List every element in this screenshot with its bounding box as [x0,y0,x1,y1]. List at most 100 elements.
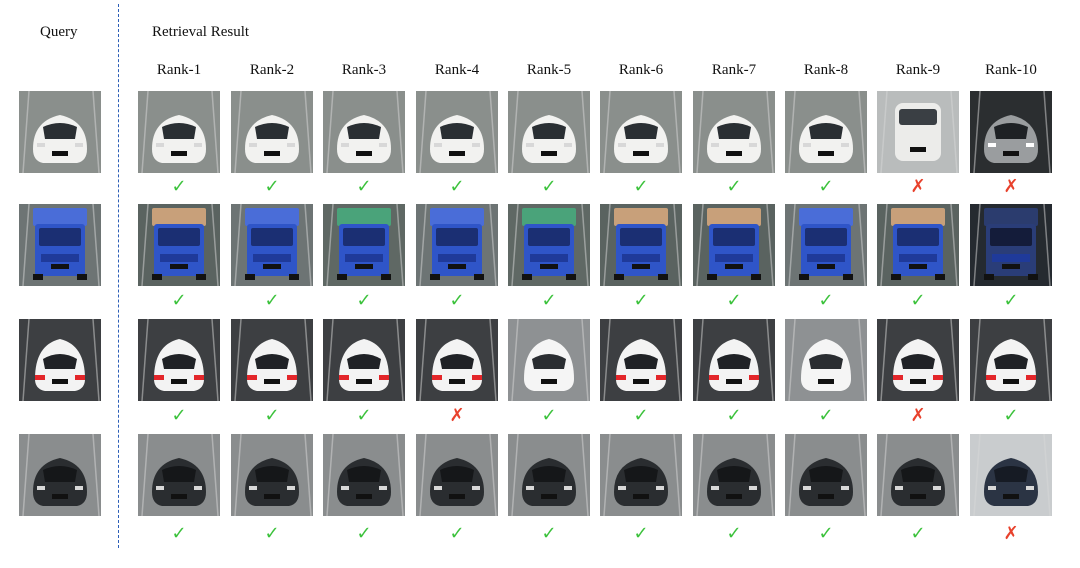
check-icon: ✓ [633,176,649,197]
result-image [323,319,405,401]
query-column-label: Query [40,24,78,40]
vehicle-thumbnail [785,204,867,286]
vehicle-thumbnail [19,434,101,516]
check-icon: ✓ [910,523,926,544]
vehicle-thumbnail [323,434,405,516]
vehicle-thumbnail [416,91,498,173]
check-icon: ✓ [171,523,187,544]
result-image [138,319,220,401]
vehicle-thumbnail [19,319,101,401]
rank-label-1: Rank-1 [156,62,202,78]
cross-icon: ✗ [1003,523,1019,544]
rank-label-5: Rank-5 [526,62,572,78]
result-image [138,434,220,516]
check-icon: ✓ [818,405,834,426]
result-image [970,319,1052,401]
cross-icon: ✗ [1003,176,1019,197]
result-image [508,434,590,516]
vehicle-thumbnail [231,434,313,516]
vehicle-thumbnail [970,204,1052,286]
vehicle-thumbnail [877,91,959,173]
check-icon: ✓ [818,290,834,311]
vehicle-thumbnail [138,91,220,173]
result-image [416,434,498,516]
check-icon: ✓ [171,290,187,311]
result-image [877,319,959,401]
vehicle-thumbnail [508,434,590,516]
result-image [138,91,220,173]
query-image [19,434,101,516]
cross-icon: ✗ [449,405,465,426]
check-icon: ✓ [726,405,742,426]
vehicle-thumbnail [785,319,867,401]
result-image [785,434,867,516]
result-image [785,91,867,173]
check-icon: ✓ [264,290,280,311]
check-icon: ✓ [726,176,742,197]
result-image [138,204,220,286]
result-image [970,204,1052,286]
vehicle-thumbnail [785,434,867,516]
check-icon: ✓ [633,523,649,544]
vehicle-thumbnail [138,319,220,401]
result-image [600,204,682,286]
check-icon: ✓ [449,290,465,311]
cross-icon: ✗ [910,405,926,426]
vehicle-thumbnail [138,204,220,286]
vehicle-thumbnail [138,434,220,516]
vehicle-thumbnail [693,204,775,286]
result-image [877,434,959,516]
check-icon: ✓ [541,290,557,311]
rank-label-3: Rank-3 [341,62,387,78]
rank-label-6: Rank-6 [618,62,664,78]
result-image [323,434,405,516]
vehicle-thumbnail [693,91,775,173]
query-image [19,204,101,286]
vehicle-thumbnail [508,204,590,286]
result-image [416,319,498,401]
result-image [231,91,313,173]
check-icon: ✓ [171,176,187,197]
vehicle-thumbnail [600,204,682,286]
result-image [600,319,682,401]
vehicle-thumbnail [323,319,405,401]
vehicle-thumbnail [970,319,1052,401]
check-icon: ✓ [449,523,465,544]
result-image [231,434,313,516]
vehicle-thumbnail [600,91,682,173]
vehicle-thumbnail [231,91,313,173]
vehicle-thumbnail [416,319,498,401]
query-image [19,91,101,173]
vehicle-thumbnail [231,319,313,401]
vehicle-thumbnail [508,319,590,401]
vehicle-thumbnail [416,434,498,516]
check-icon: ✓ [356,405,372,426]
check-icon: ✓ [356,523,372,544]
check-icon: ✓ [356,176,372,197]
result-image [508,319,590,401]
result-image [785,319,867,401]
check-icon: ✓ [264,176,280,197]
rank-label-2: Rank-2 [249,62,295,78]
result-image [693,91,775,173]
result-image [693,204,775,286]
vehicle-thumbnail [877,434,959,516]
vehicle-thumbnail [877,319,959,401]
check-icon: ✓ [541,523,557,544]
result-image [693,434,775,516]
result-image [323,204,405,286]
retrieval-result-label: Retrieval Result [152,24,250,40]
check-icon: ✓ [264,405,280,426]
vehicle-thumbnail [416,204,498,286]
result-image [323,91,405,173]
vehicle-thumbnail [693,319,775,401]
result-image [970,91,1052,173]
check-icon: ✓ [171,405,187,426]
check-icon: ✓ [633,290,649,311]
result-image [508,204,590,286]
check-icon: ✓ [541,405,557,426]
rank-label-9: Rank-9 [895,62,941,78]
result-image [600,434,682,516]
check-icon: ✓ [633,405,649,426]
